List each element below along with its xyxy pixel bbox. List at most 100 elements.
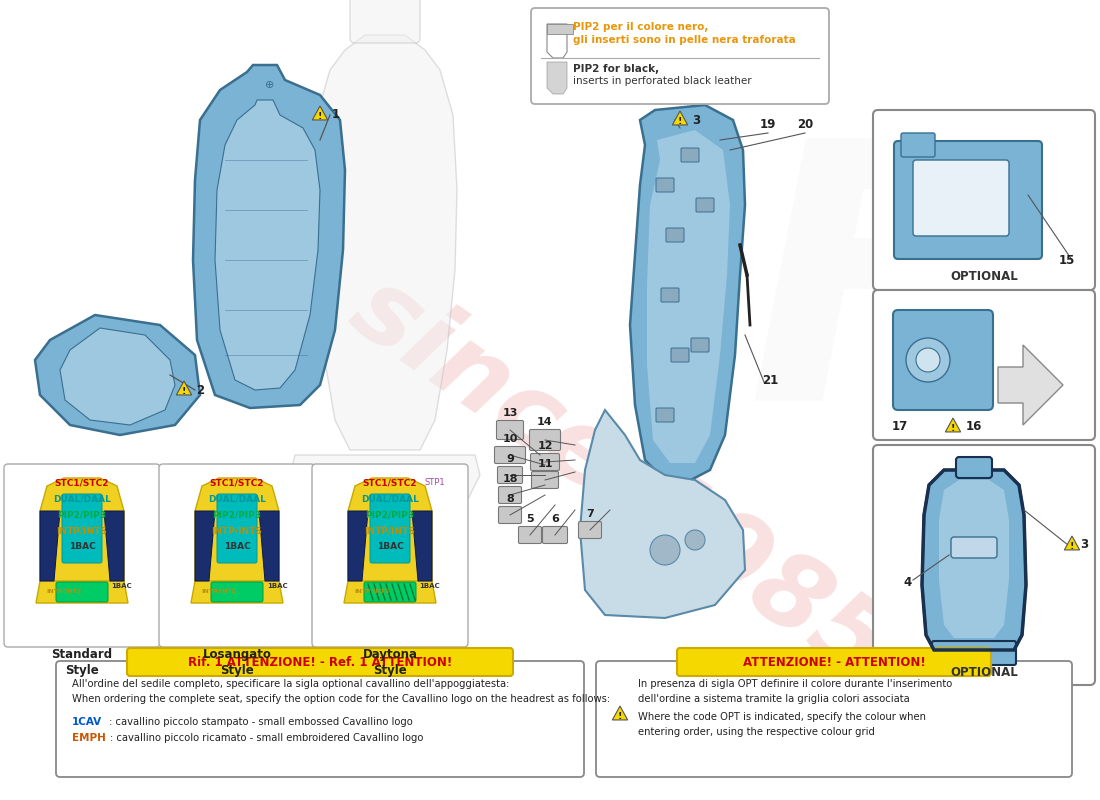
FancyBboxPatch shape [542, 526, 568, 543]
Text: 3: 3 [692, 114, 700, 126]
FancyBboxPatch shape [873, 290, 1094, 440]
Text: PIP2/PIP3: PIP2/PIP3 [212, 510, 262, 519]
Text: !: ! [318, 112, 322, 122]
Text: PIP2 per il colore nero,: PIP2 per il colore nero, [573, 22, 708, 32]
FancyBboxPatch shape [531, 8, 829, 104]
Text: Losangato
Style: Losangato Style [202, 648, 272, 677]
Text: STC1/STC2: STC1/STC2 [55, 478, 109, 487]
Polygon shape [945, 418, 960, 432]
Text: !: ! [950, 424, 955, 434]
FancyBboxPatch shape [126, 648, 513, 676]
FancyBboxPatch shape [496, 421, 524, 439]
Text: 1BAC: 1BAC [223, 542, 251, 551]
Text: !: ! [678, 118, 682, 126]
Text: Rif. 1 ATTENZIONE! - Ref. 1 ATTENTION!: Rif. 1 ATTENZIONE! - Ref. 1 ATTENTION! [188, 655, 452, 669]
FancyBboxPatch shape [211, 582, 263, 602]
FancyBboxPatch shape [370, 494, 410, 563]
Text: gli inserti sono in pelle nera traforata: gli inserti sono in pelle nera traforata [573, 35, 795, 45]
Text: 13: 13 [503, 408, 518, 418]
FancyBboxPatch shape [529, 430, 561, 450]
Text: STC1/STC2: STC1/STC2 [363, 478, 417, 487]
Text: !: ! [1070, 542, 1075, 551]
Text: 3: 3 [1080, 538, 1088, 551]
Text: DUAL/DAAL: DUAL/DAAL [208, 494, 266, 503]
Circle shape [685, 530, 705, 550]
FancyBboxPatch shape [531, 471, 559, 489]
Polygon shape [35, 315, 200, 435]
Text: 4: 4 [904, 577, 912, 590]
Circle shape [650, 535, 680, 565]
Text: INTP/INTS: INTP/INTS [46, 589, 81, 594]
Circle shape [378, 468, 392, 482]
Polygon shape [290, 455, 480, 520]
Polygon shape [412, 511, 432, 581]
FancyBboxPatch shape [160, 464, 315, 647]
Text: 5: 5 [526, 514, 534, 524]
Polygon shape [547, 24, 573, 34]
Polygon shape [630, 105, 745, 483]
Text: 2: 2 [196, 383, 205, 397]
Polygon shape [613, 706, 628, 720]
Polygon shape [258, 511, 279, 581]
Text: !: ! [618, 712, 623, 722]
Text: 10: 10 [503, 434, 518, 444]
Text: 1BAC: 1BAC [266, 583, 287, 589]
FancyBboxPatch shape [656, 408, 674, 422]
FancyBboxPatch shape [956, 457, 992, 478]
Text: OPTIONAL: OPTIONAL [950, 270, 1018, 283]
FancyBboxPatch shape [56, 661, 584, 777]
FancyBboxPatch shape [873, 110, 1094, 290]
Text: DUAL/DAAL: DUAL/DAAL [53, 494, 111, 503]
FancyBboxPatch shape [661, 288, 679, 302]
FancyBboxPatch shape [656, 178, 674, 192]
Text: INTP/INTS: INTP/INTS [56, 526, 108, 535]
FancyBboxPatch shape [4, 464, 160, 647]
Circle shape [906, 338, 950, 382]
Text: 21: 21 [762, 374, 778, 386]
Polygon shape [36, 581, 128, 603]
Text: PIP2/PIP3: PIP2/PIP3 [57, 510, 107, 519]
Text: 8: 8 [506, 494, 514, 504]
Polygon shape [176, 381, 191, 395]
Text: 7: 7 [586, 509, 594, 519]
Text: EMPH: EMPH [72, 733, 106, 743]
Circle shape [398, 468, 412, 482]
Text: OPTIONAL: OPTIONAL [950, 666, 1018, 678]
Polygon shape [348, 478, 432, 596]
FancyBboxPatch shape [873, 445, 1094, 685]
Text: INTP/INTS: INTP/INTS [201, 589, 236, 594]
Polygon shape [672, 111, 688, 125]
Text: 1BAC: 1BAC [376, 542, 404, 551]
Text: 6: 6 [551, 514, 559, 524]
FancyBboxPatch shape [498, 486, 521, 503]
Text: inserts in perforated black leather: inserts in perforated black leather [573, 76, 751, 86]
Polygon shape [312, 106, 328, 120]
Text: 9: 9 [506, 454, 514, 464]
Polygon shape [922, 470, 1026, 650]
Text: F: F [747, 126, 993, 474]
Text: 1CAV: 1CAV [72, 717, 102, 727]
FancyBboxPatch shape [364, 582, 416, 602]
Text: 1BAC: 1BAC [112, 583, 132, 589]
FancyBboxPatch shape [495, 446, 526, 463]
Text: 1BAC: 1BAC [68, 542, 96, 551]
Text: 15: 15 [1058, 254, 1075, 266]
Polygon shape [191, 581, 283, 603]
Text: 18: 18 [503, 474, 518, 484]
Text: DUAL/DAAL: DUAL/DAAL [361, 494, 419, 503]
FancyBboxPatch shape [666, 228, 684, 242]
FancyBboxPatch shape [681, 148, 698, 162]
Text: ⊕: ⊕ [265, 80, 275, 90]
Text: 14: 14 [537, 417, 553, 427]
Text: INTP/INTS: INTP/INTS [364, 526, 416, 535]
FancyBboxPatch shape [894, 141, 1042, 259]
FancyBboxPatch shape [671, 348, 689, 362]
FancyBboxPatch shape [676, 648, 991, 676]
Text: INTP/INTS: INTP/INTS [354, 589, 389, 594]
Polygon shape [580, 410, 745, 618]
Polygon shape [40, 511, 60, 581]
FancyBboxPatch shape [498, 506, 521, 523]
Text: PIP2/PIP3: PIP2/PIP3 [365, 510, 415, 519]
Text: When ordering the complete seat, specify the option code for the Cavallino logo : When ordering the complete seat, specify… [72, 694, 610, 704]
FancyBboxPatch shape [518, 526, 541, 543]
